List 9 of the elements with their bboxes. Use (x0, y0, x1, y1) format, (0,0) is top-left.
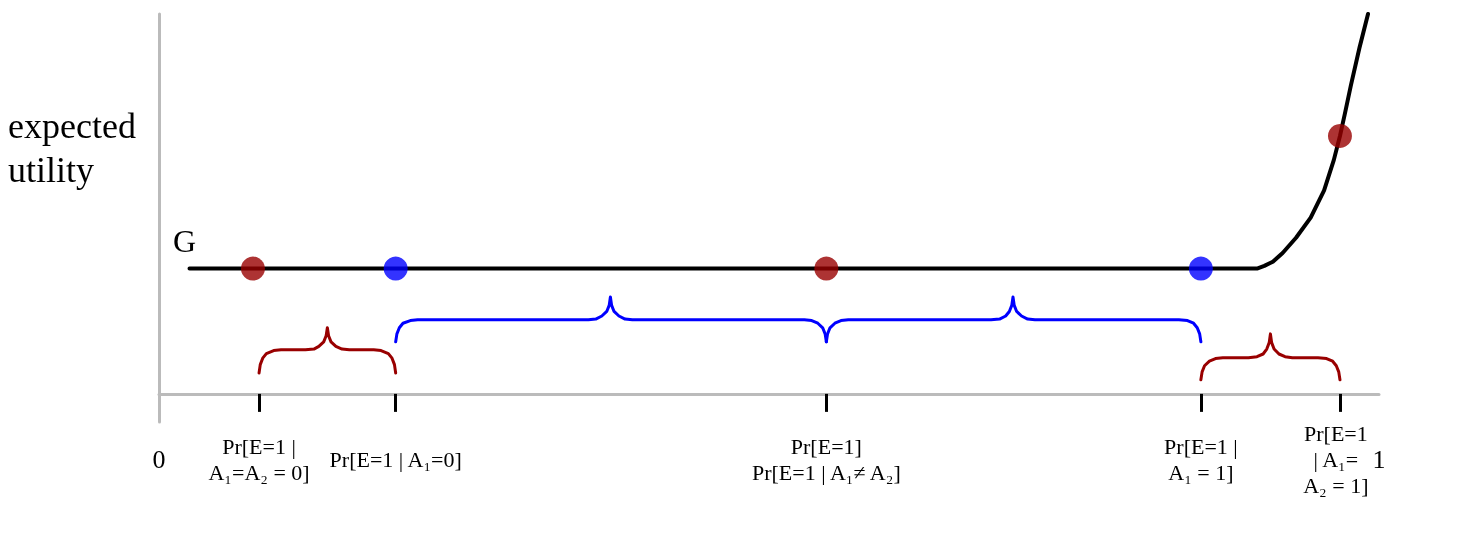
x-tick-label: Pr[E=1 | A₁= A₂ = 1] (1303, 421, 1369, 499)
x-tick-label: 0 (152, 445, 166, 475)
x-tick-label: Pr[E=1 | A₁=0] (329, 447, 462, 473)
x-tick-label: Pr[E=1] Pr[E=1 | A₁≠ A₂] (751, 434, 901, 486)
x-tick-label: Pr[E=1 | A₁=A₂ = 0] (208, 434, 310, 486)
y-axis-title: expected utility (8, 106, 145, 190)
series-label: G (172, 222, 197, 259)
x-tick-label: Pr[E=1 | A₁ = 1] (1164, 434, 1238, 486)
x-tick-label: 1 (1372, 445, 1386, 475)
